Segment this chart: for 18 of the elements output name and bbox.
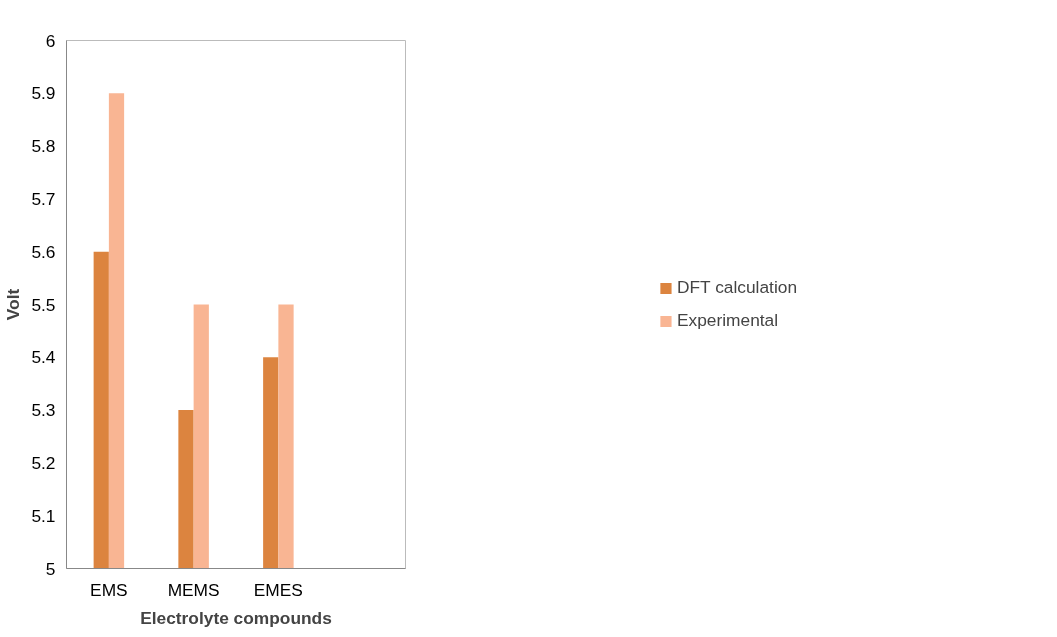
x-tick-label: MEMS [167, 579, 220, 600]
x-tick-label: EMS [90, 579, 128, 600]
legend-label: Experimental [676, 310, 779, 331]
legend-label: DFT calculation [676, 277, 798, 298]
y-tick-label: 5.4 [31, 347, 56, 368]
x-tick-label: EMES [253, 579, 303, 600]
y-tick-label: 5 [45, 558, 56, 579]
y-axis-title: Volt [3, 288, 24, 321]
y-tick-label: 6 [45, 30, 56, 51]
y-tick-label: 5.9 [31, 83, 56, 104]
y-tick-label: 5.6 [31, 241, 56, 262]
y-tick-label: 5.5 [31, 294, 56, 315]
y-tick-label: 5.7 [31, 188, 56, 209]
y-tick-label: 5.2 [31, 452, 56, 473]
y-tick-label: 5.1 [31, 505, 56, 526]
x-axis-title: Electrolyte compounds [140, 607, 332, 628]
y-tick-label: 5.3 [31, 400, 56, 421]
y-tick-label: 5.8 [31, 136, 56, 157]
